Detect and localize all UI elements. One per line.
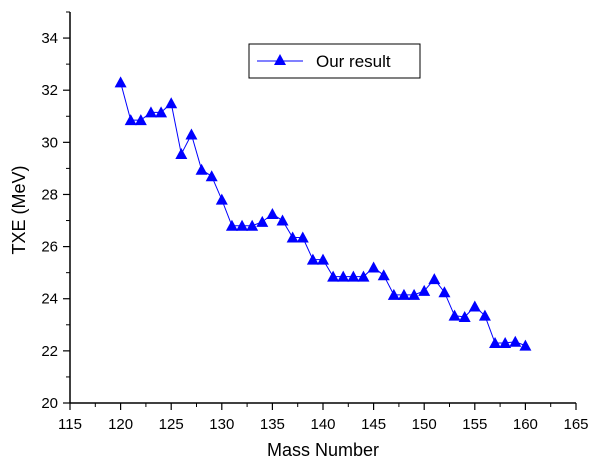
data-point xyxy=(387,288,400,300)
data-point xyxy=(185,128,198,140)
data-point xyxy=(357,270,370,282)
data-point xyxy=(155,106,168,118)
data-point xyxy=(347,270,360,282)
data-point xyxy=(499,337,512,349)
data-point xyxy=(144,106,157,118)
data-point xyxy=(478,309,491,321)
data-point xyxy=(458,310,471,322)
series-line xyxy=(120,82,526,347)
data-point xyxy=(397,288,410,300)
y-tick-label: 28 xyxy=(41,186,58,203)
data-point xyxy=(124,114,137,126)
y-axis-title: TXE (MeV) xyxy=(9,165,29,254)
data-point xyxy=(225,219,238,231)
data-point xyxy=(509,335,522,347)
y-tick-label: 34 xyxy=(41,30,58,47)
data-point xyxy=(438,286,451,298)
y-tick-label: 30 xyxy=(41,134,58,151)
data-point xyxy=(276,214,289,226)
data-point xyxy=(489,337,502,349)
data-point xyxy=(418,284,431,296)
data-point xyxy=(246,219,259,231)
x-tick-label: 155 xyxy=(462,416,487,433)
legend: Our result xyxy=(248,43,421,79)
data-point xyxy=(448,309,461,321)
y-tick-label: 26 xyxy=(41,239,58,256)
data-point xyxy=(377,269,390,281)
data-point xyxy=(337,270,350,282)
x-tick-label: 140 xyxy=(310,416,335,433)
data-point xyxy=(215,193,228,205)
data-point xyxy=(317,253,329,265)
data-point xyxy=(408,288,421,300)
data-point xyxy=(175,148,188,160)
data-point xyxy=(266,208,279,220)
data-point xyxy=(468,300,481,312)
x-tick-label: 150 xyxy=(412,416,437,433)
data-point xyxy=(306,253,319,265)
x-tick-label: 165 xyxy=(563,416,588,433)
data-point xyxy=(205,170,218,182)
data-point xyxy=(114,76,127,88)
data-point xyxy=(256,215,269,227)
legend-label: Our result xyxy=(316,52,391,71)
data-point xyxy=(165,97,178,109)
plot-area xyxy=(114,76,532,351)
x-tick-label: 125 xyxy=(159,416,184,433)
data-point xyxy=(286,231,299,243)
data-point xyxy=(236,219,249,231)
x-tick-label: 135 xyxy=(260,416,285,433)
x-tick-label: 160 xyxy=(513,416,538,433)
data-point xyxy=(519,339,532,351)
data-point xyxy=(296,231,309,243)
x-tick-label: 145 xyxy=(361,416,386,433)
y-tick-label: 22 xyxy=(41,343,58,360)
y-tick-label: 20 xyxy=(41,395,58,412)
y-tick-label: 32 xyxy=(41,82,58,99)
x-axis-title: Mass Number xyxy=(267,440,379,460)
x-tick-label: 115 xyxy=(58,416,82,433)
axis-labels: Mass Number TXE (MeV) xyxy=(9,165,379,460)
data-point xyxy=(327,270,340,282)
x-tick-label: 120 xyxy=(108,416,133,433)
y-tick-label: 24 xyxy=(41,291,58,308)
legend-marker xyxy=(274,54,286,65)
data-point xyxy=(134,114,147,126)
data-point xyxy=(428,273,441,285)
data-point xyxy=(367,261,380,273)
data-point xyxy=(195,163,208,175)
ticks: 115 120 125 130 135 140 145 150 155 160 165 20 22 24 2… xyxy=(41,11,589,433)
x-tick-label: 130 xyxy=(209,416,234,433)
